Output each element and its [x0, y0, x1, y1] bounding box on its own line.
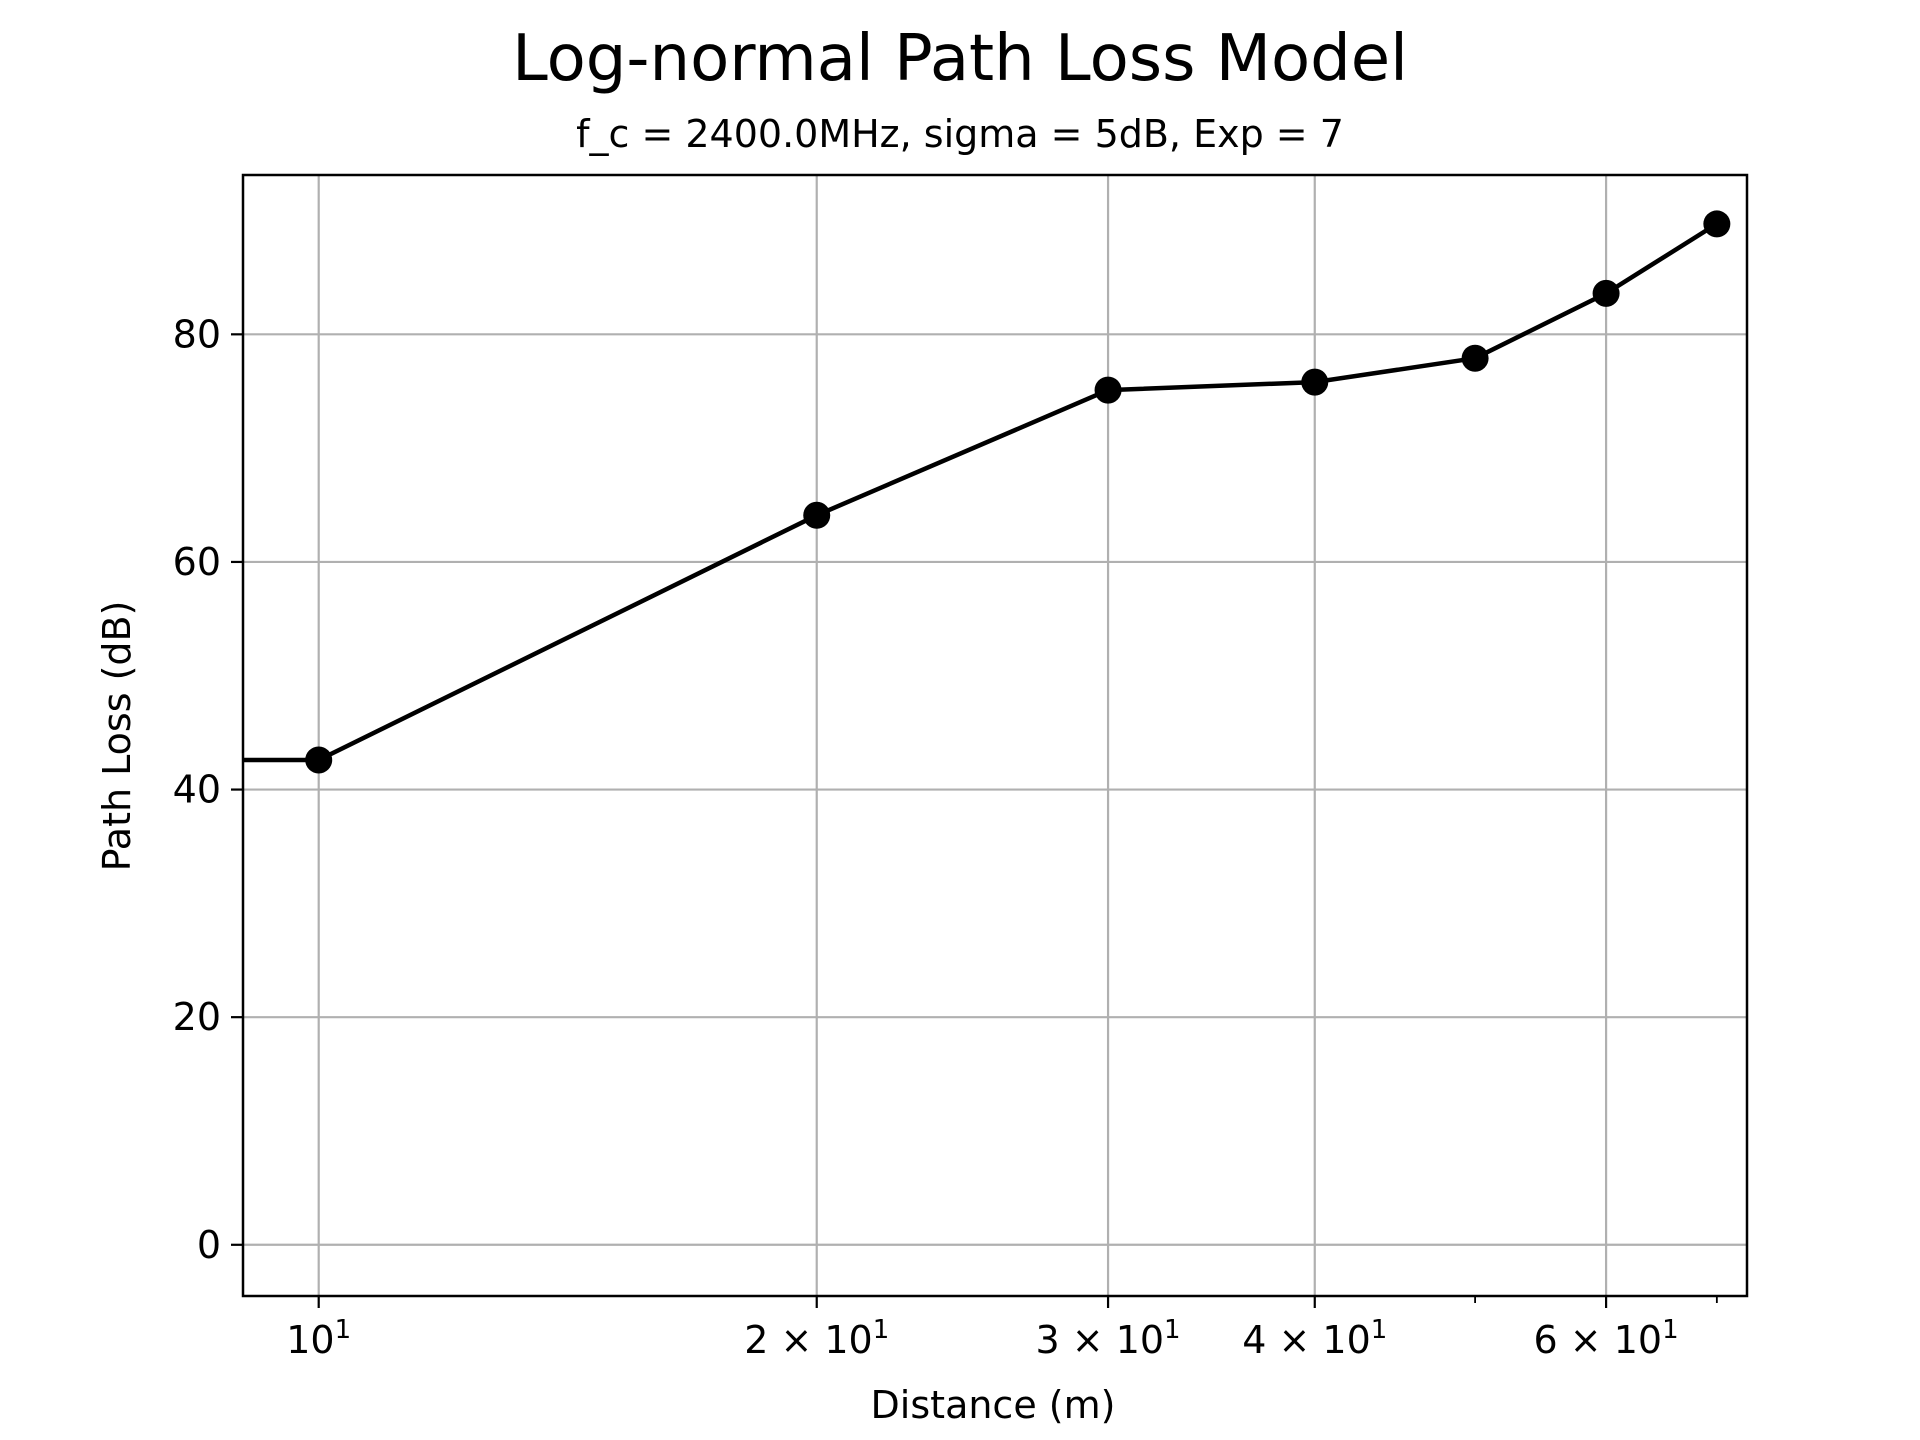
- data-point: [1592, 279, 1620, 307]
- data-point: [1094, 376, 1122, 404]
- chart-subtitle: f_c = 2400.0MHz, sigma = 5dB, Exp = 7: [576, 112, 1344, 156]
- data-point: [1703, 210, 1731, 238]
- x-tick-label: 3 × 101: [1036, 1315, 1181, 1362]
- data-layer: [243, 210, 1731, 774]
- x-tick-label: 6 × 101: [1534, 1315, 1679, 1362]
- x-tick-label: 2 × 101: [744, 1315, 889, 1362]
- chart-title: Log-normal Path Loss Model: [512, 22, 1408, 96]
- data-point: [803, 501, 831, 529]
- y-axis-label: Path Loss (dB): [95, 601, 139, 872]
- grid-layer: [243, 175, 1747, 1296]
- plot-frame: [241, 173, 1749, 1298]
- y-tick-label: 60: [173, 540, 221, 584]
- y-tick-label: 0: [197, 1223, 221, 1267]
- y-tick-label: 20: [173, 995, 221, 1039]
- tick-layer: 0 20 40 60 80 101 2 × 101 3 × 101 4 × 101 6 × 101: [173, 312, 1718, 1362]
- x-tick-label: 4 × 101: [1242, 1315, 1387, 1362]
- data-point: [305, 746, 333, 774]
- x-axis-label: Distance (m): [871, 1383, 1116, 1427]
- data-point: [1301, 368, 1329, 396]
- series-line: [243, 221, 1718, 763]
- y-tick-label: 40: [173, 768, 221, 812]
- y-tick-label: 80: [173, 312, 221, 356]
- data-point: [1461, 344, 1489, 372]
- x-tick-label: 101: [286, 1315, 351, 1362]
